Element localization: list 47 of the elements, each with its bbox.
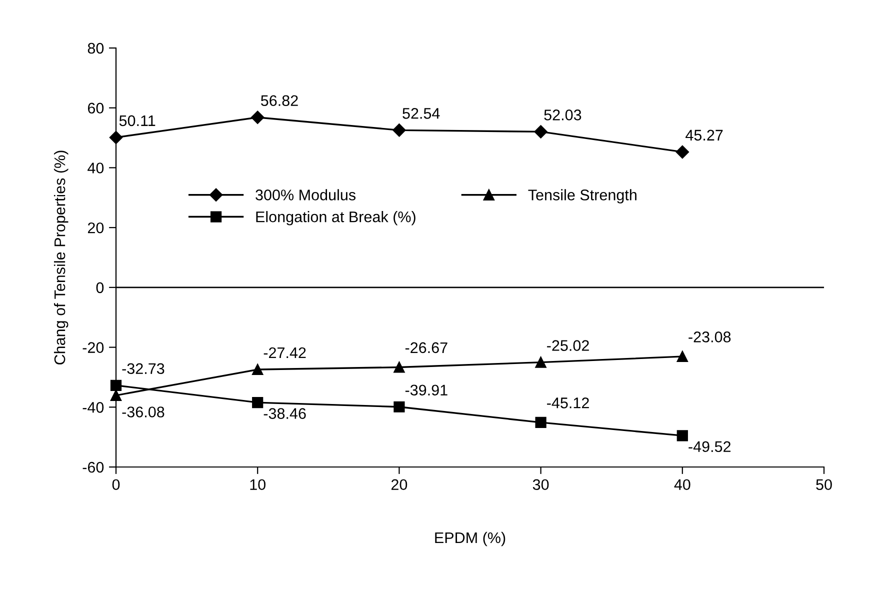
data-label: -26.67	[405, 342, 448, 354]
point	[676, 350, 688, 362]
point	[535, 416, 546, 428]
point	[110, 380, 122, 391]
data-label: 45.27	[686, 130, 723, 141]
data-label: -49.52	[688, 441, 731, 452]
y-tick-label: -20	[82, 342, 104, 353]
x-axis-title: EPDM (%)	[435, 532, 506, 546]
data-label: -25.02	[547, 340, 589, 351]
legend-label: 300% Modulus	[256, 189, 356, 200]
data-label: -38.46	[264, 408, 306, 419]
point	[676, 145, 689, 159]
x-tick-label: 40	[674, 479, 690, 490]
x-tick-label: 50	[816, 479, 832, 490]
data-label: -36.08	[122, 406, 164, 418]
x-tick-label: 10	[250, 479, 266, 490]
data-label: 52.54	[402, 108, 440, 119]
data-label: -39.91	[405, 384, 448, 396]
data-label: 56.82	[260, 95, 298, 106]
y-tick-label: 40	[88, 162, 104, 174]
data-label: -32.73	[122, 363, 164, 374]
legend-label: Tensile Strength	[528, 189, 636, 204]
point	[252, 396, 264, 408]
point	[251, 110, 264, 124]
y-axis-title: Chang of Tensile Properties (%)	[54, 150, 68, 364]
point	[394, 362, 405, 373]
y-tick-label: 0	[96, 282, 104, 294]
y-tick-label: 20	[88, 222, 104, 234]
data-label: -45.12	[547, 398, 589, 408]
x-tick-label: 30	[532, 479, 549, 490]
point	[392, 124, 406, 137]
data-label: -23.08	[688, 332, 731, 342]
point	[534, 125, 548, 138]
data-label: 52.03	[544, 110, 582, 120]
point	[535, 356, 546, 368]
point	[676, 430, 688, 442]
data-label: 50.11	[119, 115, 156, 126]
x-tick-label: 20	[391, 479, 408, 490]
y-tick-label: -60	[82, 462, 104, 473]
data-label: -27.42	[264, 347, 306, 358]
point	[394, 401, 405, 412]
legend-label: Elongation at Break (%)	[256, 211, 416, 226]
y-tick-label: 60	[88, 102, 104, 114]
y-tick-label: -40	[82, 402, 104, 413]
point	[252, 364, 264, 376]
y-tick-label: 80	[88, 42, 104, 54]
x-tick-label: 0	[112, 479, 120, 490]
